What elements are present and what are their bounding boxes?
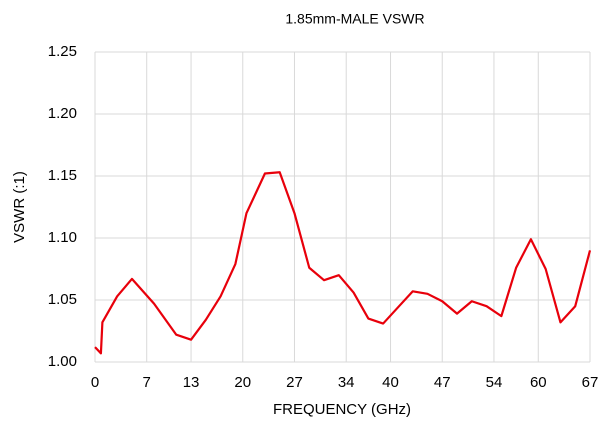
x-tick-label: 34 <box>338 374 355 391</box>
y-tick-label: 1.10 <box>48 229 77 246</box>
x-tick-label: 27 <box>286 374 303 391</box>
x-tick-label: 40 <box>382 374 399 391</box>
y-tick-label: 1.15 <box>48 167 77 184</box>
x-tick-label: 20 <box>234 374 251 391</box>
x-tick-label: 60 <box>530 374 547 391</box>
x-tick-label: 7 <box>143 374 151 391</box>
data-line <box>94 171 592 355</box>
y-tick-label: 1.20 <box>48 105 77 122</box>
y-tick-label: 1.05 <box>48 291 77 308</box>
x-tick-label: 0 <box>91 374 99 391</box>
y-tick-label: 1.00 <box>48 353 77 370</box>
x-tick-label: 47 <box>434 374 451 391</box>
x-tick-label: 54 <box>486 374 503 391</box>
x-axis-label: FREQUENCY (GHz) <box>273 401 411 418</box>
x-tick-label: 13 <box>183 374 200 391</box>
y-tick-label: 1.25 <box>48 43 77 60</box>
chart-title: 1.85mm-MALE VSWR <box>285 11 424 27</box>
y-axis-label: VSWR (:1) <box>11 171 28 243</box>
x-tick-label: 67 <box>582 374 599 391</box>
